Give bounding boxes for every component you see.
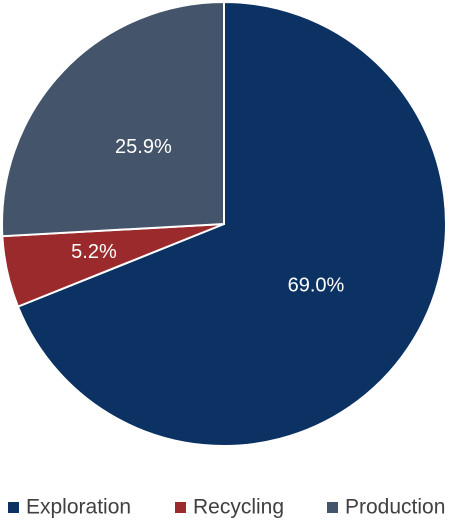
legend-swatch xyxy=(327,502,338,513)
data-label: 25.9% xyxy=(115,136,172,158)
legend-label: Production xyxy=(345,496,445,519)
pie-slice xyxy=(1,0,225,238)
legend-swatch xyxy=(175,502,186,513)
legend-swatch xyxy=(8,502,19,513)
pie-slice xyxy=(16,0,447,447)
data-label: 5.2% xyxy=(71,241,117,263)
legend-label: Exploration xyxy=(26,496,131,519)
legend-label: Recycling xyxy=(193,496,284,519)
data-label: 69.0% xyxy=(288,274,345,296)
